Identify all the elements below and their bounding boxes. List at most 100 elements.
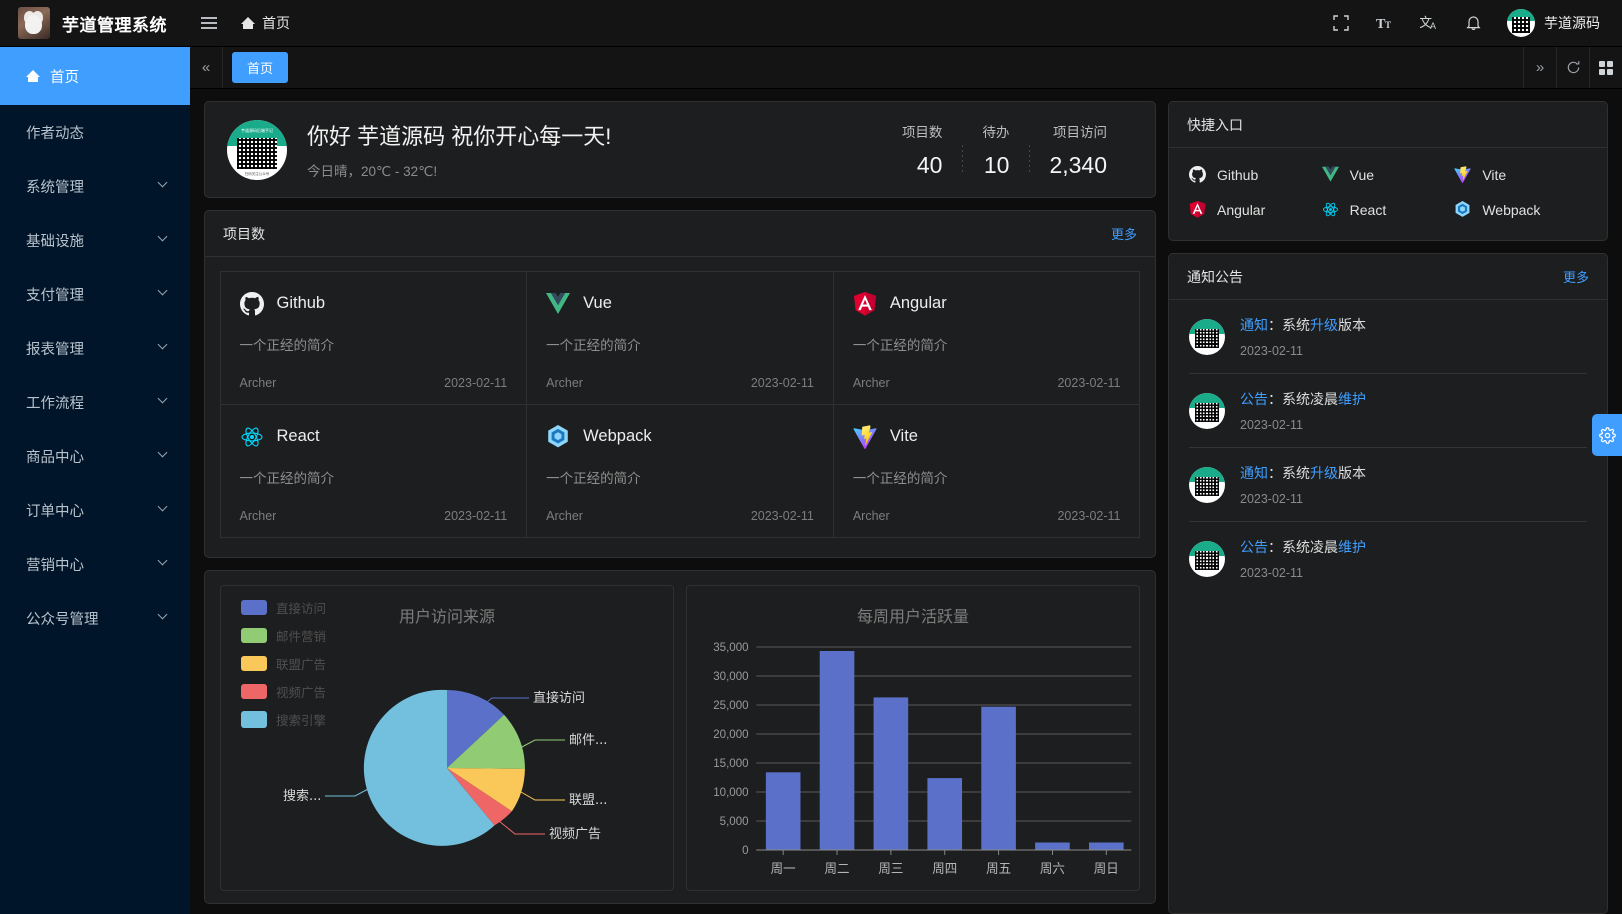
- notice-text-hl: 维护: [1338, 391, 1366, 407]
- project-desc: 一个正经的简介: [852, 337, 948, 353]
- list-item[interactable]: 通知：系统升级版本 2023-02-11: [1189, 448, 1587, 522]
- menu-collapse-icon[interactable]: [191, 22, 227, 24]
- tabs-scroll-right-icon[interactable]: »: [1523, 47, 1556, 88]
- sidebar: 首页 作者动态 系统管理 基础设施 支付管理 报表管理 工作流程: [0, 47, 190, 914]
- legend-swatch: [241, 711, 267, 728]
- list-item[interactable]: 公告：系统凌晨维护 2023-02-11: [1189, 522, 1587, 595]
- quick-entry-card: 快捷入口 Github: [1168, 101, 1608, 241]
- pie-label-2: 联盟...: [569, 793, 607, 808]
- angular-icon: [853, 291, 877, 316]
- tabs-strip: 首页: [223, 47, 1523, 88]
- quick-entry-github[interactable]: Github: [1189, 166, 1322, 183]
- sidebar-item-home[interactable]: 首页: [0, 47, 190, 105]
- username: 芋道源码: [1544, 15, 1600, 31]
- brand-logo-icon: [18, 7, 50, 39]
- pie-label-4: 搜索...: [283, 789, 321, 804]
- y-tick: 30,000: [713, 670, 749, 683]
- chevron-down-icon: [158, 613, 168, 623]
- angular-icon: [1189, 201, 1206, 218]
- stat-label: 项目数: [901, 124, 943, 140]
- refresh-icon[interactable]: [1556, 47, 1589, 88]
- user-menu[interactable]: 芋道源码: [1497, 9, 1608, 37]
- quick-entry-angular[interactable]: Angular: [1189, 201, 1322, 218]
- sidebar-item-label: 工作流程: [26, 395, 84, 412]
- pie-label-1: 邮件...: [569, 733, 607, 748]
- notice-text-a: 系统: [1282, 317, 1310, 333]
- x-tick: 周三: [878, 862, 903, 877]
- sidebar-item-system[interactable]: 系统管理: [0, 159, 190, 213]
- project-card[interactable]: Webpack 一个正经的简介 Archer 2023-02-11: [526, 403, 834, 538]
- tabs-scroll-left-icon[interactable]: «: [190, 47, 223, 88]
- y-tick: 25,000: [713, 699, 749, 712]
- sidebar-item-payment[interactable]: 支付管理: [0, 267, 190, 321]
- project-card[interactable]: Vite 一个正经的简介 Archer 2023-02-11: [832, 403, 1141, 538]
- sidebar-item-report[interactable]: 报表管理: [0, 321, 190, 375]
- home-icon: [241, 16, 255, 30]
- grid-icon[interactable]: [1589, 47, 1622, 88]
- tab-home[interactable]: 首页: [232, 52, 289, 83]
- notices-card: 通知公告 更多 通知：系统升级版本 2023-02-11: [1168, 253, 1608, 914]
- y-tick: 10,000: [713, 786, 749, 799]
- projects-card: 项目数 更多 Github: [204, 210, 1156, 558]
- sidebar-item-product[interactable]: 商品中心: [0, 429, 190, 483]
- brand[interactable]: 芋道管理系统: [0, 7, 177, 39]
- pie-chart[interactable]: 用户访问来源 直接访问 邮件营销 联盟广告 视频广告 搜索引擎: [220, 585, 674, 891]
- projects-grid: Github 一个正经的简介 Archer 2023-02-11: [219, 270, 1141, 538]
- project-author: Archer: [239, 375, 277, 390]
- project-card[interactable]: React 一个正经的简介 Archer 2023-02-11: [219, 403, 528, 538]
- font-size-icon[interactable]: T T: [1365, 3, 1405, 43]
- right-column: « 首页 »: [190, 47, 1622, 914]
- chevron-down-icon: [158, 343, 168, 353]
- brand-title: 芋道管理系统: [62, 15, 167, 35]
- avatar-foot: 扫码关注公众号: [244, 171, 270, 176]
- fullscreen-icon[interactable]: [1321, 3, 1361, 43]
- list-item[interactable]: 通知：系统升级版本 2023-02-11: [1189, 300, 1587, 374]
- stat-label: 待办: [982, 124, 1010, 140]
- quick-entry-grid: Github Vue: [1169, 148, 1607, 240]
- notice-text-hl: 升级: [1310, 317, 1338, 333]
- sidebar-item-label: 营销中心: [26, 557, 84, 574]
- bar-series: [765, 651, 1124, 850]
- notice-kind: 公告: [1240, 391, 1268, 407]
- legend-label: 视频广告: [276, 686, 327, 700]
- quick-entry-label: Webpack: [1482, 201, 1541, 218]
- translate-icon[interactable]: 文 A: [1409, 3, 1449, 43]
- avatar-title: 芋道源码后端手记: [241, 127, 273, 133]
- project-author: Archer: [239, 508, 277, 523]
- bar-chart[interactable]: 每周用户活跃量: [686, 585, 1140, 891]
- project-desc: 一个正经的简介: [546, 470, 641, 486]
- bell-icon[interactable]: [1453, 3, 1493, 43]
- quick-entry-vue[interactable]: Vue: [1321, 166, 1455, 183]
- settings-drawer-handle[interactable]: [1592, 414, 1622, 456]
- sidebar-item-label: 系统管理: [26, 179, 84, 196]
- sidebar-item-infra[interactable]: 基础设施: [0, 213, 190, 267]
- quick-entry-react[interactable]: React: [1322, 201, 1455, 218]
- sidebar-item-mp[interactable]: 公众号管理: [0, 591, 190, 645]
- legend-swatch: [241, 628, 267, 643]
- project-name: Vue: [583, 294, 612, 312]
- x-tick: 周日: [1094, 862, 1119, 877]
- quick-entry-label: Vue: [1349, 166, 1375, 183]
- notice-date: 2023-02-11: [1240, 344, 1304, 358]
- project-card[interactable]: Github 一个正经的简介 Archer 2023-02-11: [219, 270, 528, 405]
- notice-title: 公告：系统凌晨维护: [1240, 389, 1366, 409]
- sidebar-item-author-news[interactable]: 作者动态: [0, 105, 190, 159]
- notice-kind: 通知: [1240, 465, 1268, 481]
- project-desc: 一个正经的简介: [546, 337, 641, 353]
- notices-title: 通知公告: [1187, 268, 1243, 285]
- notice-text-a: 系统凌晨: [1282, 391, 1338, 407]
- quick-entry-label: Vite: [1482, 166, 1507, 183]
- sidebar-item-marketing[interactable]: 营销中心: [0, 537, 190, 591]
- sidebar-item-order[interactable]: 订单中心: [0, 483, 190, 537]
- project-card[interactable]: Vue 一个正经的简介 Archer 2023-02-11: [526, 270, 834, 405]
- quick-entry-vite[interactable]: Vite: [1454, 166, 1587, 183]
- gear-icon: [1598, 426, 1616, 444]
- notices-more-link[interactable]: 更多: [1562, 270, 1589, 285]
- projects-more-link[interactable]: 更多: [1110, 227, 1137, 242]
- sidebar-item-workflow[interactable]: 工作流程: [0, 375, 190, 429]
- list-item[interactable]: 公告：系统凌晨维护 2023-02-11: [1189, 374, 1587, 448]
- quick-entry-webpack[interactable]: Webpack: [1454, 201, 1587, 218]
- project-date: 2023-02-11: [750, 508, 814, 523]
- breadcrumb[interactable]: 首页: [241, 13, 290, 33]
- project-card[interactable]: Angular 一个正经的简介 Archer 2023-02-11: [832, 270, 1141, 405]
